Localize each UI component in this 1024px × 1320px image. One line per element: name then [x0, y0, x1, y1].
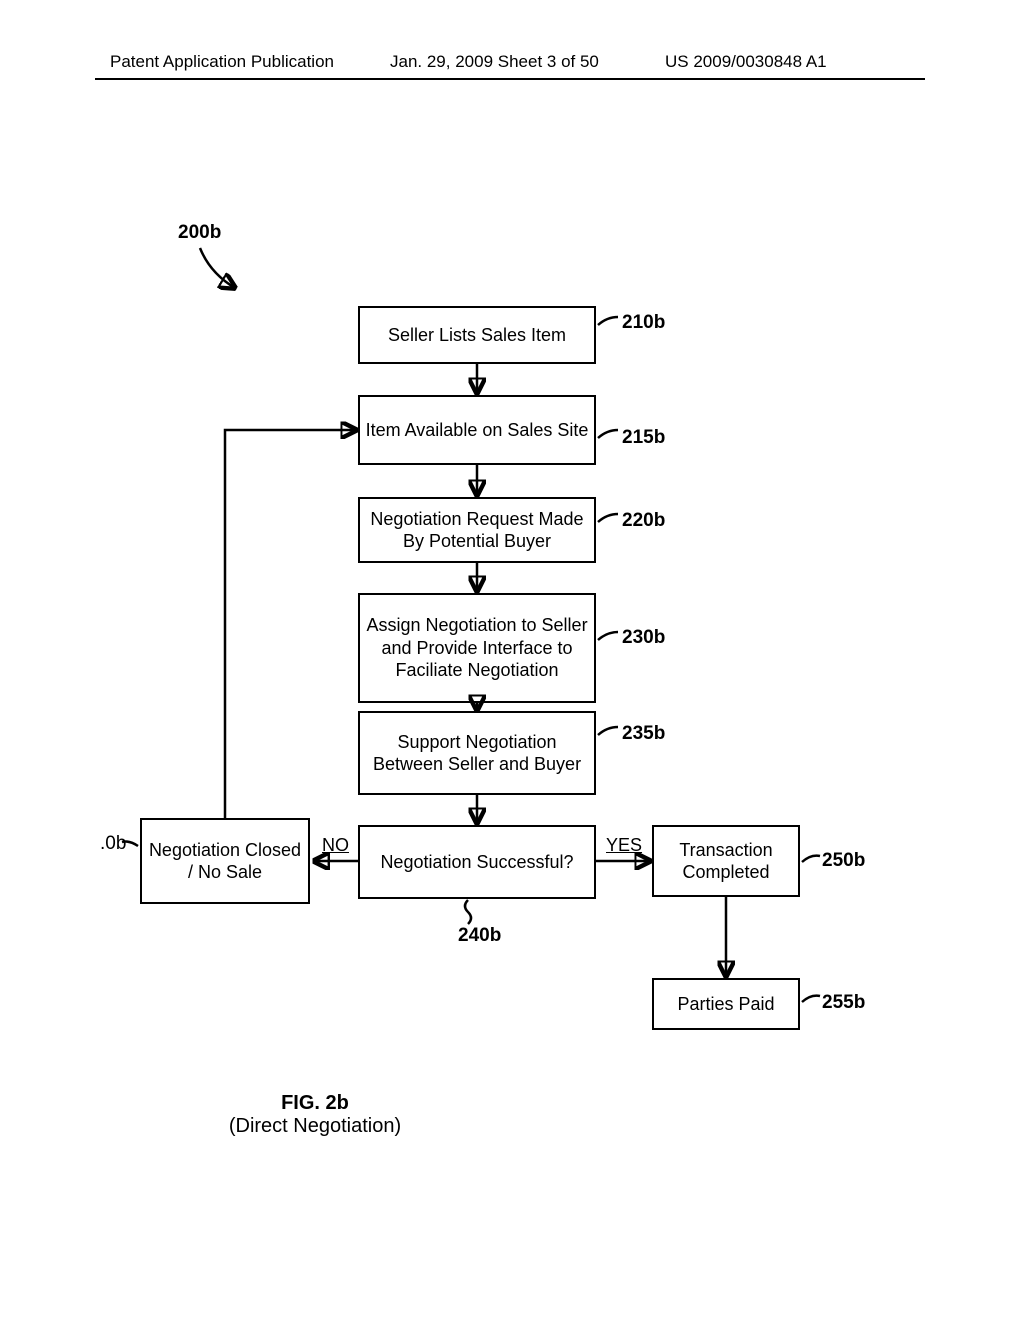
node-240b: Negotiation Successful?: [358, 825, 596, 899]
header-left: Patent Application Publication: [110, 52, 334, 72]
node-255b-text: Parties Paid: [677, 993, 774, 1016]
ref-255b: 255b: [822, 992, 865, 1014]
header-right: US 2009/0030848 A1: [665, 52, 827, 72]
node-210b-text: Seller Lists Sales Item: [388, 324, 566, 347]
page: Patent Application Publication Jan. 29, …: [0, 0, 1024, 1320]
header-rule: [95, 78, 925, 80]
edge-label-yes: YES: [606, 835, 642, 856]
node-255b: Parties Paid: [652, 978, 800, 1030]
node-250b-text: Transaction Completed: [658, 839, 794, 884]
node-215b-text: Item Available on Sales Site: [366, 419, 589, 442]
figure-caption: FIG. 2b (Direct Negotiation): [215, 1092, 415, 1138]
ref-220b: 220b: [622, 510, 665, 532]
node-230b: Assign Negotiation to Seller and Provide…: [358, 593, 596, 703]
node-210b: Seller Lists Sales Item: [358, 306, 596, 364]
node-220b-text: Negotiation Request Made By Potential Bu…: [364, 508, 590, 553]
ref-240b: 240b: [458, 925, 501, 947]
node-230b-text: Assign Negotiation to Seller and Provide…: [364, 614, 590, 682]
ref-230b: 230b: [622, 627, 665, 649]
node-no-sale: Negotiation Closed / No Sale: [140, 818, 310, 904]
ref-235b: 235b: [622, 723, 665, 745]
figure-subtitle: (Direct Negotiation): [229, 1115, 401, 1137]
header-center: Jan. 29, 2009 Sheet 3 of 50: [390, 52, 599, 72]
node-240b-text: Negotiation Successful?: [380, 851, 573, 874]
ref-210b: 210b: [622, 312, 665, 334]
node-220b: Negotiation Request Made By Potential Bu…: [358, 497, 596, 563]
ref-0b-left: .0b: [100, 833, 126, 855]
node-no-sale-text: Negotiation Closed / No Sale: [146, 839, 304, 884]
ref-200b: 200b: [178, 222, 221, 244]
node-235b-text: Support Negotiation Between Seller and B…: [364, 731, 590, 776]
node-250b: Transaction Completed: [652, 825, 800, 897]
node-215b: Item Available on Sales Site: [358, 395, 596, 465]
edge-label-no: NO: [322, 835, 349, 856]
ref-250b: 250b: [822, 850, 865, 872]
ref-215b: 215b: [622, 427, 665, 449]
node-235b: Support Negotiation Between Seller and B…: [358, 711, 596, 795]
figure-number: FIG. 2b: [281, 1092, 349, 1114]
